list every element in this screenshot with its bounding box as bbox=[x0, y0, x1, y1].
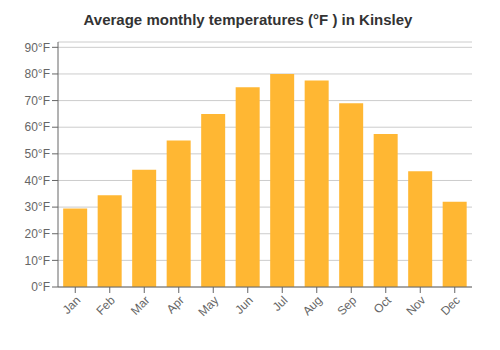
svg-text:Apr: Apr bbox=[164, 293, 187, 316]
svg-text:Nov: Nov bbox=[403, 293, 428, 318]
svg-text:Jul: Jul bbox=[270, 293, 291, 314]
svg-text:30°F: 30°F bbox=[25, 200, 50, 214]
svg-text:Jun: Jun bbox=[232, 293, 256, 317]
svg-text:40°F: 40°F bbox=[25, 174, 50, 188]
svg-text:Aug: Aug bbox=[300, 293, 325, 318]
svg-text:0°F: 0°F bbox=[31, 280, 50, 294]
svg-text:Jan: Jan bbox=[60, 293, 84, 317]
svg-text:10°F: 10°F bbox=[25, 254, 50, 268]
svg-text:Dec: Dec bbox=[438, 293, 463, 318]
svg-text:Sep: Sep bbox=[334, 293, 359, 318]
svg-text:Oct: Oct bbox=[371, 293, 395, 317]
svg-text:60°F: 60°F bbox=[25, 120, 50, 134]
svg-text:Mar: Mar bbox=[128, 293, 153, 318]
svg-text:May: May bbox=[195, 293, 221, 319]
svg-text:20°F: 20°F bbox=[25, 227, 50, 241]
svg-text:Feb: Feb bbox=[93, 293, 118, 318]
svg-text:70°F: 70°F bbox=[25, 94, 50, 108]
svg-text:80°F: 80°F bbox=[25, 67, 50, 81]
html-text:Average monthly temperatures (: Average monthly temperatures (°F ) in Ki… bbox=[83, 11, 413, 28]
svg-text:90°F: 90°F bbox=[25, 41, 50, 55]
svg-text:50°F: 50°F bbox=[25, 147, 50, 161]
